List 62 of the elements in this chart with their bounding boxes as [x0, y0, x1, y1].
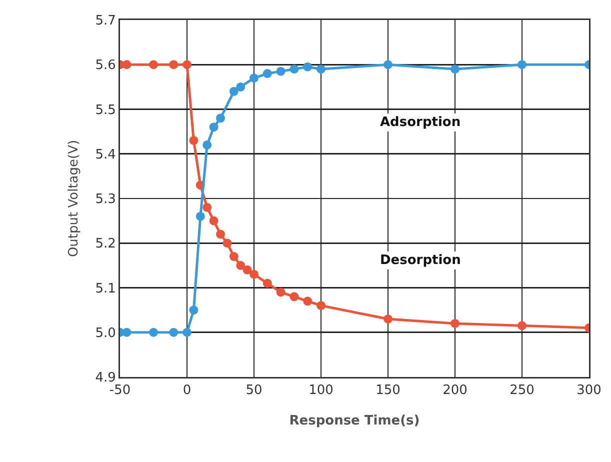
x-tick-label: 150	[376, 383, 400, 398]
point	[202, 202, 212, 212]
point	[216, 230, 225, 239]
y-tick-label: 5.5	[95, 102, 116, 118]
point	[229, 86, 238, 96]
point	[209, 122, 218, 132]
point	[189, 136, 198, 145]
point	[290, 64, 299, 74]
point	[216, 114, 225, 123]
point	[290, 292, 299, 302]
point	[242, 265, 252, 274]
point	[316, 301, 326, 310]
point	[229, 252, 238, 262]
y-tick-label: 5.3	[95, 192, 116, 208]
point	[149, 328, 158, 337]
point	[202, 140, 212, 150]
y-tick-label: 5.2	[95, 236, 116, 252]
y-tick-label: 5.4	[95, 147, 116, 162]
point	[250, 270, 258, 279]
point	[149, 60, 158, 70]
x-tick-label: 300	[576, 383, 602, 398]
y-axis-title: Output Voltage(V)	[66, 140, 82, 258]
x-axis-title: Response Time(s)	[289, 413, 420, 428]
point	[450, 64, 460, 74]
point	[384, 60, 392, 70]
x-tick-label: 100	[308, 383, 334, 398]
x-tick-label: 250	[510, 383, 534, 398]
point	[276, 288, 286, 297]
point	[182, 60, 192, 70]
y-tick-label: 5.0	[95, 326, 116, 341]
point	[169, 328, 178, 337]
point	[189, 306, 198, 315]
point	[250, 74, 258, 83]
point	[262, 278, 272, 288]
point	[518, 321, 526, 330]
annotation: Adsorption	[380, 115, 461, 130]
point	[209, 216, 218, 226]
y-tick-label: 4.9	[95, 370, 116, 386]
point	[303, 62, 312, 72]
point	[262, 69, 272, 78]
point	[222, 238, 232, 248]
point	[236, 82, 246, 92]
point	[518, 60, 526, 70]
point	[276, 66, 286, 76]
point	[236, 260, 246, 270]
point	[182, 328, 192, 337]
x-tick-label: 0	[182, 383, 192, 398]
y-tick-label: 5.7	[95, 14, 116, 29]
point	[169, 60, 178, 70]
point	[122, 328, 132, 337]
x-tick-label: -50	[109, 383, 131, 398]
point	[122, 60, 132, 70]
x-tick-label: 50	[246, 383, 262, 398]
y-tick-label: 5.1	[95, 281, 116, 296]
y-tick-label: 5.6	[95, 58, 116, 74]
point	[316, 64, 326, 74]
x-tick-label: 200	[442, 383, 468, 398]
point	[196, 212, 205, 221]
point	[303, 296, 312, 306]
point	[450, 318, 460, 328]
point	[384, 314, 392, 324]
annotation: Desorption	[380, 253, 461, 268]
